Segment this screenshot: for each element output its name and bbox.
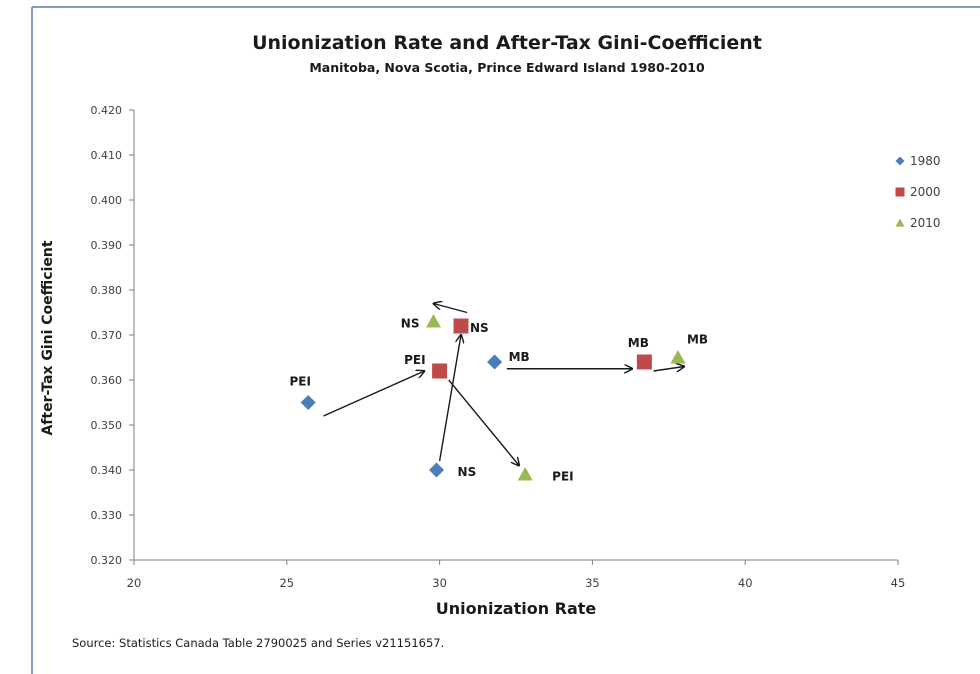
data-point-1980-mb — [487, 354, 503, 370]
y-tick-label: 0.320 — [91, 554, 123, 567]
trajectory-arrow — [653, 367, 685, 372]
point-label: MB — [509, 350, 530, 364]
x-tick-label: 30 — [432, 576, 447, 590]
x-tick-label: 40 — [738, 576, 753, 590]
trajectory-arrow — [323, 371, 424, 417]
trajectory-arrow — [433, 304, 468, 314]
data-points — [300, 314, 686, 481]
y-axis-label: After-Tax Gini Coefficient — [40, 240, 56, 435]
x-ticks: 20 25 30 35 40 45 — [127, 560, 906, 590]
point-label: NS — [470, 321, 489, 335]
x-tick-label: 25 — [279, 576, 294, 590]
y-tick-label: 0.340 — [91, 464, 123, 477]
y-tick-label: 0.420 — [91, 104, 123, 117]
trajectory-arrow — [438, 335, 461, 462]
y-tick-label: 0.360 — [91, 374, 123, 387]
legend-marker-2010 — [895, 218, 905, 227]
point-label: PEI — [552, 470, 573, 484]
point-label: MB — [687, 333, 708, 347]
point-label: NS — [401, 317, 420, 331]
point-label: MB — [628, 336, 649, 350]
y-tick-label: 0.410 — [91, 149, 123, 162]
point-label: PEI — [404, 353, 425, 367]
axes: 0.320 0.330 0.340 0.350 0.360 0.370 0.380 0.390… — [91, 104, 906, 590]
data-point-2010-pei — [517, 467, 533, 481]
point-labels: PEI NS MB PEI NS MB PEI NS MB — [289, 317, 708, 484]
legend-marker-1980 — [895, 156, 905, 166]
y-tick-label: 0.370 — [91, 329, 123, 342]
data-point-1980-pei — [300, 395, 316, 410]
legend-label: 2010 — [910, 216, 941, 230]
legend: 1980 2000 2010 — [895, 154, 941, 230]
data-point-2010-mb — [670, 350, 686, 364]
source-note: Source: Statistics Canada Table 2790025 … — [72, 636, 444, 650]
data-point-1980-ns — [429, 462, 445, 478]
data-point-2010-ns — [425, 314, 441, 328]
point-label: NS — [458, 465, 477, 479]
point-label: PEI — [289, 375, 310, 389]
data-point-2000-mb — [636, 354, 652, 370]
chart-subtitle: Manitoba, Nova Scotia, Prince Edward Isl… — [309, 60, 705, 75]
data-point-2000-pei — [432, 363, 448, 379]
x-tick-label: 35 — [585, 576, 600, 590]
y-tick-label: 0.390 — [91, 239, 123, 252]
trajectory-arrows — [323, 304, 684, 466]
y-tick-label: 0.400 — [91, 194, 123, 207]
data-point-2000-ns — [453, 318, 469, 334]
legend-label: 1980 — [910, 154, 941, 168]
chart-title: Unionization Rate and After-Tax Gini-Coe… — [252, 32, 762, 54]
legend-marker-2000 — [895, 187, 905, 197]
y-ticks: 0.320 0.330 0.340 0.350 0.360 0.370 0.380 0.390… — [91, 104, 134, 567]
x-tick-label: 45 — [891, 576, 906, 590]
y-tick-label: 0.350 — [91, 419, 123, 432]
y-tick-label: 0.330 — [91, 509, 123, 522]
legend-label: 2000 — [910, 185, 941, 199]
x-tick-label: 20 — [127, 576, 142, 590]
trajectory-arrow — [448, 379, 519, 466]
x-axis-label: Unionization Rate — [436, 599, 597, 618]
y-tick-label: 0.380 — [91, 284, 123, 297]
